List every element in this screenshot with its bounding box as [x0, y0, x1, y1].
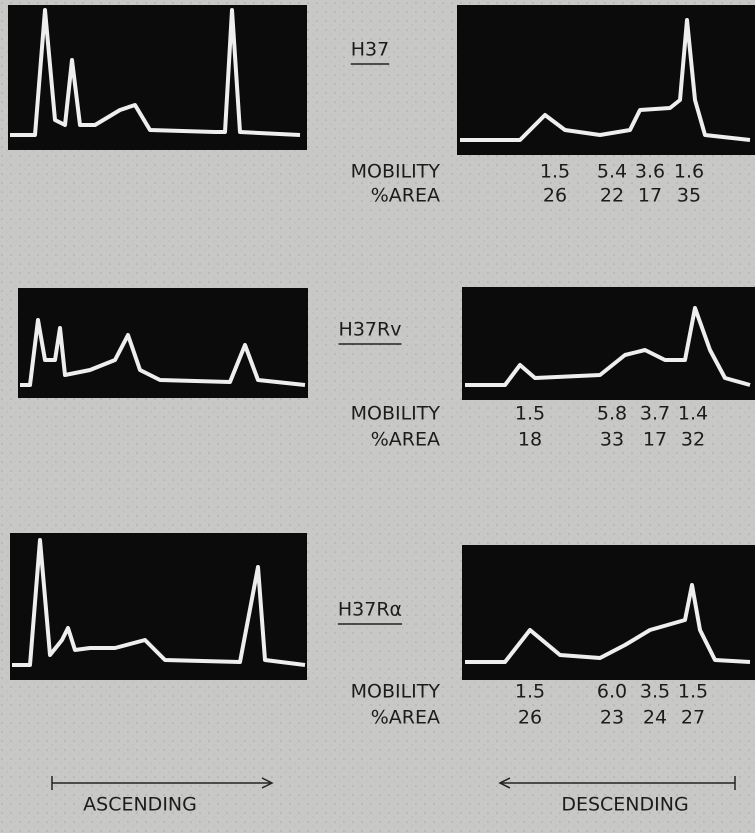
strain-label: H37Rv — [339, 319, 402, 341]
area-value: 26 — [518, 707, 542, 729]
mobility-value: 1.5 — [678, 681, 708, 703]
area-value: 18 — [518, 429, 542, 451]
descending-label: DESCENDING — [561, 794, 688, 816]
area-value: 32 — [681, 429, 705, 451]
mobility-value: 1.5 — [515, 403, 545, 425]
area-value: 33 — [600, 429, 624, 451]
area-value: 17 — [643, 429, 667, 451]
area-value: 35 — [677, 185, 701, 207]
mobility-value: 1.4 — [678, 403, 708, 425]
mobility-value: 3.5 — [640, 681, 670, 703]
area-label: %AREA — [371, 185, 440, 207]
mobility-value: 3.6 — [635, 161, 665, 183]
area-value: 17 — [638, 185, 662, 207]
mobility-label: MOBILITY — [351, 403, 441, 425]
ascending-label: ASCENDING — [83, 794, 197, 816]
mobility-value: 1.5 — [540, 161, 570, 183]
strain-label: H37 — [351, 39, 389, 61]
page: ASCENDING DESCENDING H37MOBILITY%AREA1.5… — [0, 0, 755, 833]
mobility-value: 5.8 — [597, 403, 627, 425]
mobility-label: MOBILITY — [351, 161, 441, 183]
mobility-value: 6.0 — [597, 681, 627, 703]
area-label: %AREA — [371, 707, 440, 729]
strain-label: H37Rα — [338, 599, 402, 621]
area-label: %AREA — [371, 429, 440, 451]
mobility-value: 5.4 — [597, 161, 627, 183]
area-value: 23 — [600, 707, 624, 729]
figure: ASCENDING DESCENDING H37MOBILITY%AREA1.5… — [0, 0, 755, 833]
mobility-value: 1.5 — [515, 681, 545, 703]
mobility-value: 3.7 — [640, 403, 670, 425]
area-value: 22 — [600, 185, 624, 207]
area-value: 27 — [681, 707, 705, 729]
area-value: 26 — [543, 185, 567, 207]
mobility-label: MOBILITY — [351, 681, 441, 703]
area-value: 24 — [643, 707, 667, 729]
mobility-value: 1.6 — [674, 161, 704, 183]
